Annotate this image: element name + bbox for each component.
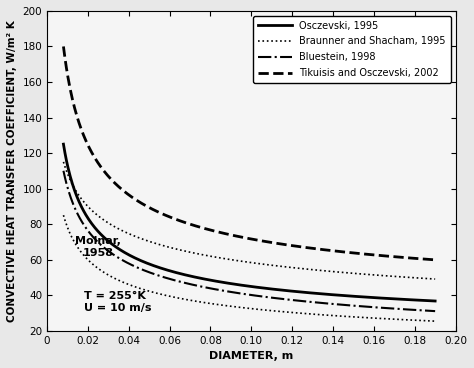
Tikuisis and Osczevski, 2002	[432, 258, 438, 262]
Osczevski, 1995	[239, 283, 245, 287]
Osczevski, 1995	[423, 298, 429, 303]
Braunner and Shacham, 1995	[282, 265, 288, 269]
Bluestein, 1998	[282, 297, 288, 301]
Osczevski, 1995	[262, 286, 267, 290]
Tikuisis and Osczevski, 2002	[237, 235, 243, 239]
Bluestein, 1998	[432, 309, 438, 313]
Tikuisis and Osczevski, 2002	[61, 44, 66, 49]
Osczevski, 1995	[365, 295, 371, 300]
Line: Bluestein, 1998: Bluestein, 1998	[64, 171, 435, 311]
Legend: Osczevski, 1995, Braunner and Shacham, 1995, Bluestein, 1998, Tikuisis and Oscze: Osczevski, 1995, Braunner and Shacham, 1…	[253, 16, 451, 83]
Y-axis label: CONVECTIVE HEAT TRANSFER COEFFICIENT, W/m² K: CONVECTIVE HEAT TRANSFER COEFFICIENT, W/…	[7, 20, 17, 322]
Braunner and Shacham, 1995	[262, 262, 267, 266]
Tikuisis and Osczevski, 2002	[282, 243, 288, 247]
Osczevski, 1995	[237, 283, 243, 287]
Line: Tikuisis and Osczevski, 2002: Tikuisis and Osczevski, 2002	[64, 46, 435, 260]
Tikuisis and Osczevski, 2002	[423, 257, 429, 261]
Line: Braunner and Shacham, 1995: Braunner and Shacham, 1995	[64, 162, 435, 279]
Braunner and Shacham, 1995	[239, 259, 245, 263]
Tikuisis and Osczevski, 2002	[365, 252, 371, 256]
Osczevski, 1995	[282, 288, 288, 293]
Tikuisis and Osczevski, 2002	[262, 239, 267, 244]
Bluestein, 1998	[423, 308, 429, 313]
Line: Osczevski, 1995: Osczevski, 1995	[64, 144, 435, 301]
Text: Molnar,
1958: Molnar, 1958	[75, 237, 121, 258]
Bluestein, 1998	[239, 291, 245, 296]
Text: U = 10 m/s: U = 10 m/s	[84, 303, 151, 313]
Osczevski, 1995	[432, 299, 438, 303]
Bluestein, 1998	[61, 169, 66, 173]
Braunner and Shacham, 1995	[365, 272, 371, 277]
Braunner and Shacham, 1995	[237, 259, 243, 263]
Braunner and Shacham, 1995	[432, 277, 438, 281]
Braunner and Shacham, 1995	[61, 160, 66, 164]
Bluestein, 1998	[262, 294, 267, 299]
X-axis label: DIAMETER, m: DIAMETER, m	[209, 351, 293, 361]
Osczevski, 1995	[61, 142, 66, 146]
Braunner and Shacham, 1995	[423, 276, 429, 281]
Bluestein, 1998	[365, 305, 371, 309]
Bluestein, 1998	[237, 291, 243, 296]
Text: T = 255°K: T = 255°K	[84, 291, 146, 301]
Tikuisis and Osczevski, 2002	[239, 235, 245, 240]
